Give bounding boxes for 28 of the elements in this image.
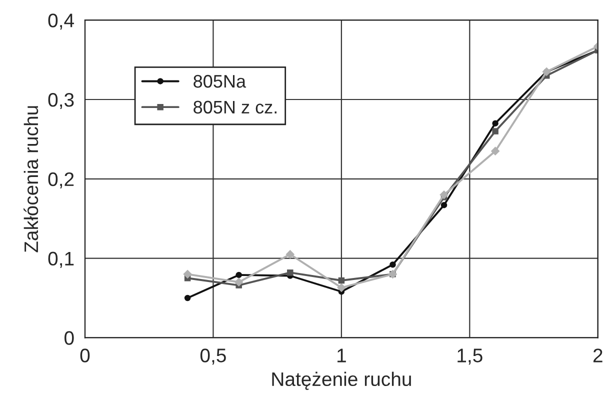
x-tick-label: 0 [80,348,90,362]
point [338,277,345,284]
point [184,294,191,302]
y-tick-label: 0,3 [48,92,74,110]
y-axis-title: Zakłócenia ruchu [24,106,38,252]
point [287,269,294,276]
y-tick-label: 0,2 [48,172,74,188]
point [286,250,294,258]
x-tick-label: 1 [338,348,346,362]
y-tick-label: 0,4 [48,14,74,30]
point [183,270,192,278]
x-tick-label: 2 [593,348,602,362]
x-axis-title: Natężenie ruchu [272,372,411,390]
x-tick-label: 1,5 [458,348,482,365]
legend-label: 805Na [194,74,246,88]
y-tick-label: 0 [64,331,74,345]
legend-label: 805N z cz. [194,100,276,114]
point [440,202,448,208]
point [492,128,498,134]
point [491,146,500,156]
point [236,272,242,278]
y-tick-label: 0,1 [48,252,74,268]
point [440,190,448,199]
point [390,262,396,268]
point [492,120,498,126]
point [234,278,243,286]
x-tick-label: 0,5 [200,348,226,365]
point [337,284,346,292]
